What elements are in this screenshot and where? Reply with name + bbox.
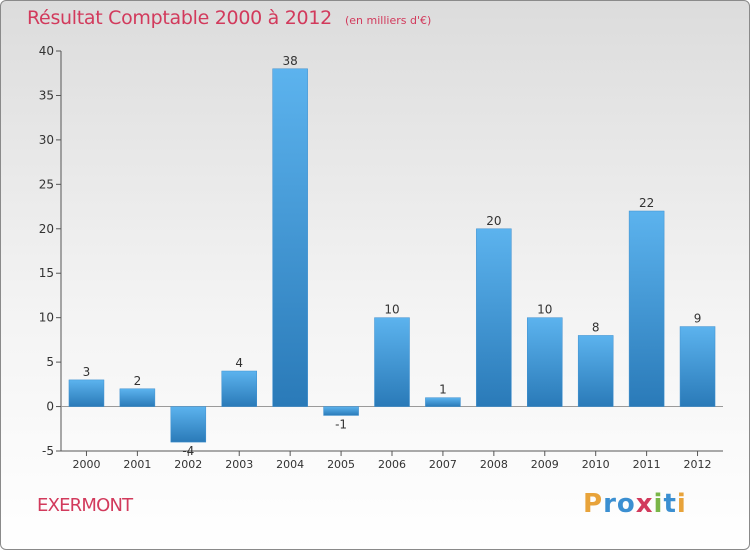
brand-letter: P xyxy=(583,489,604,519)
x-tick-label: 2011 xyxy=(633,458,661,471)
x-tick-label: 2012 xyxy=(684,458,712,471)
chart-title: Résultat Comptable 2000 à 2012 xyxy=(27,7,332,29)
bar-2003 xyxy=(221,370,257,407)
x-tick-label: 2005 xyxy=(327,458,355,471)
x-tick-label: 2003 xyxy=(225,458,253,471)
y-tick-label: 0 xyxy=(46,400,54,414)
brand-letter: x xyxy=(635,489,654,519)
data-label: 38 xyxy=(283,54,298,68)
x-tick-label: 2008 xyxy=(480,458,508,471)
city-name: EXERMONT xyxy=(37,495,133,516)
bar-2004 xyxy=(272,68,308,407)
data-label: 4 xyxy=(235,356,243,370)
y-tick-label: 15 xyxy=(39,266,54,280)
data-label: -1 xyxy=(335,417,347,431)
data-label: 10 xyxy=(384,303,399,317)
y-tick-label: 25 xyxy=(39,177,54,191)
bar-2008 xyxy=(476,228,512,407)
x-tick-label: 2000 xyxy=(72,458,100,471)
brand-logo[interactable]: Proxiti xyxy=(583,489,687,519)
bar-2007 xyxy=(425,397,461,407)
data-labels-group: 3 2 -4 4 38 -1 10 1 20 10 8 22 9 xyxy=(83,54,702,458)
y-tick-label: 30 xyxy=(39,133,54,147)
x-tick-label: 2004 xyxy=(276,458,304,471)
y-tick-label: 40 xyxy=(39,44,54,58)
chart-subtitle: (en milliers d'€) xyxy=(344,14,432,27)
bar-2000 xyxy=(68,379,105,407)
brand-letter: i xyxy=(676,489,687,519)
x-tick-label: 2007 xyxy=(429,458,457,471)
data-label: 2 xyxy=(134,374,142,388)
y-tick-label: -5 xyxy=(42,444,54,458)
data-label: 10 xyxy=(537,303,552,317)
data-label: 9 xyxy=(694,312,702,326)
axes: -5 0 5 10 15 20 25 30 35 40 2000 2001 2002 2003 2004 20… xyxy=(39,44,723,471)
bar-2012 xyxy=(679,326,716,407)
bar-2002 xyxy=(170,406,207,443)
x-tick-label: 2001 xyxy=(123,458,151,471)
bar-2005 xyxy=(323,406,359,416)
bar-2010 xyxy=(577,335,614,407)
data-label: 3 xyxy=(83,365,91,379)
y-tick-label: 35 xyxy=(39,88,54,102)
x-tick-label: 2010 xyxy=(582,458,610,471)
data-label: 22 xyxy=(639,196,654,210)
y-tick-label: 10 xyxy=(39,311,54,325)
bars-group xyxy=(68,68,716,443)
brand-letter: i xyxy=(653,489,664,519)
x-tick-label: 2002 xyxy=(174,458,202,471)
bar-2001 xyxy=(119,388,156,407)
y-tick-label: 20 xyxy=(39,222,54,236)
y-tick-label: 5 xyxy=(46,355,54,369)
data-label: -4 xyxy=(182,444,194,458)
title-row: Résultat Comptable 2000 à 2012 (en milli… xyxy=(27,7,431,29)
brand-letter: t xyxy=(663,489,677,519)
brand-letter: r xyxy=(603,489,617,519)
x-tick-label: 2006 xyxy=(378,458,406,471)
bar-2006 xyxy=(374,317,410,407)
x-tick-label: 2009 xyxy=(531,458,559,471)
brand-letter: o xyxy=(616,489,636,519)
bar-2011 xyxy=(628,210,665,407)
data-label: 20 xyxy=(486,214,501,228)
bar-2009 xyxy=(527,317,563,407)
data-label: 1 xyxy=(439,383,447,397)
data-label: 8 xyxy=(592,320,600,334)
